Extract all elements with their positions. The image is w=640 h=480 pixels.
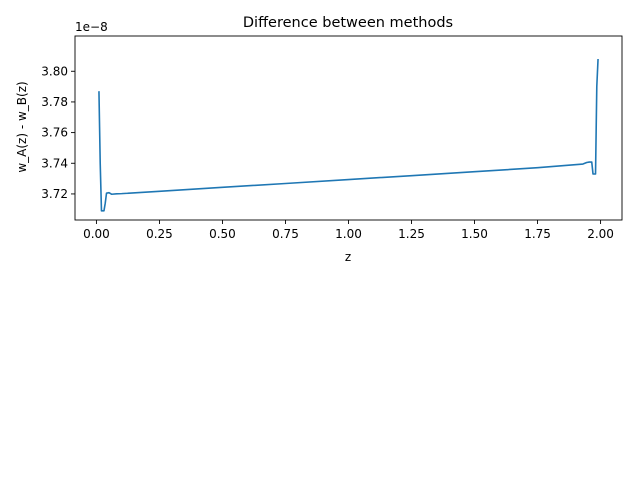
chart-title: Difference between methods xyxy=(243,15,453,31)
y-tick-label-2: 3.76 xyxy=(41,126,68,140)
x-tick-label-6: 1.50 xyxy=(461,227,488,241)
y-scale-label: 1e−8 xyxy=(75,20,108,34)
y-tick-label-4: 3.80 xyxy=(41,64,68,78)
series-line-0 xyxy=(98,58,599,212)
x-tick-label-3: 0.75 xyxy=(272,227,299,241)
y-tick-label-1: 3.74 xyxy=(41,156,68,170)
x-axis-label: z xyxy=(345,250,351,264)
y-tick-label-0: 3.72 xyxy=(41,187,68,201)
y-tick-label-3: 3.78 xyxy=(41,95,68,109)
y-axis-label: w_A(z) - w_B(z) xyxy=(15,81,29,172)
x-tick-label-1: 0.25 xyxy=(146,227,173,241)
x-tick-label-0: 0.00 xyxy=(83,227,110,241)
x-tick-label-4: 1.00 xyxy=(335,227,362,241)
x-tick-label-7: 1.75 xyxy=(524,227,551,241)
x-tick-label-8: 2.00 xyxy=(587,227,614,241)
x-tick-label-5: 1.25 xyxy=(398,227,425,241)
plot-area: 0.00 0.25 0.50 0.75 1.00 1.25 1.50 1.75 2.00 3.72… xyxy=(41,35,623,241)
x-tick-label-2: 0.50 xyxy=(209,227,236,241)
plot-frame xyxy=(74,35,623,221)
